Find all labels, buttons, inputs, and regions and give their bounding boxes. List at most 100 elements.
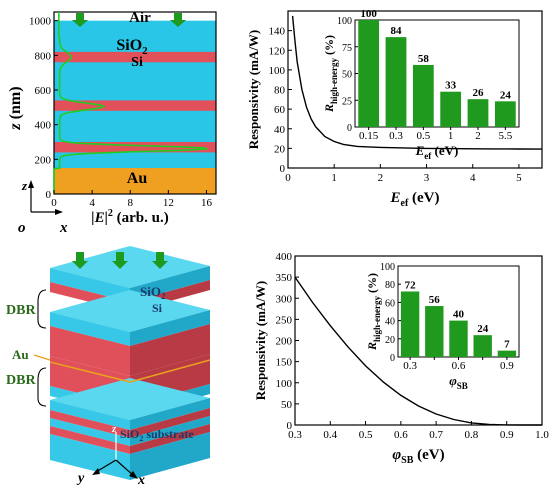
au-label: Au [127,170,148,187]
c2-inset-ytick-label-5: 100 [380,262,395,273]
c1-inset-ytick-label-1: 25 [342,96,352,107]
au-layer-label: Au [12,347,29,362]
c1-inset-ytick-label-4: 100 [337,16,352,27]
axis-z3d-label: z [111,423,117,435]
coord-axes-c: z y x [76,423,145,488]
c2-bar-label-4: 7 [504,339,510,351]
c1-ytick-label-7: 140 [269,26,286,38]
c1-bar-cat-2: 0.5 [416,130,430,142]
c1-bar-1 [385,37,407,128]
c-arrow-2 [156,252,164,261]
c1-inset-ylabel: Rhigh-energy (%) [322,35,339,113]
incident-arrow-0 [76,13,84,20]
c2-ytick-label-5: 250 [276,314,293,326]
bot-si-side [130,408,210,438]
dbr-top-bracket [37,289,47,329]
a-xtick-label-3: 12 [163,197,174,209]
si-layer-label: Si [152,301,163,315]
c2-inset-ytick-label-1: 20 [385,335,395,346]
panel-a-frame [53,11,217,195]
mid-si-side [130,324,210,376]
c1-bar-cat-1: 0.3 [389,130,403,142]
c1-ytick-label-0: 0 [280,163,286,175]
c1-inset-frame [354,19,520,128]
a-xtick-label-0: 0 [51,197,57,209]
a-ytick-label-2: 400 [35,120,52,132]
axis-x-label: x [59,220,68,236]
air-region [54,12,216,21]
c2-bar-label-1: 56 [429,294,441,306]
top-block-top [50,246,210,288]
incident-arrowhead-1 [170,20,186,27]
c-arrowhead-1 [112,261,128,269]
c2-bar-cat-4: 0.9 [500,360,514,372]
c2-inset-ylabel: Rhigh-energy (%) [365,273,382,351]
incident-arrow-1 [174,13,182,20]
air-label: Air [129,10,151,26]
c1-bar-3 [440,91,462,127]
c-arrowhead-2 [152,261,168,269]
c-arrow-0 [76,252,84,261]
c1-bar-label-0: 100 [360,8,377,20]
c2-inset-ytick-label-0: 0 [390,353,395,364]
bot-block-top [50,378,210,420]
bot-si2-front [50,426,130,454]
panel-a-ylabel: z (nm) [7,86,24,130]
axis-y3d-label: y [76,471,85,486]
c2-xlabel: φSB (eV) [392,447,444,466]
a-xtick-label-1: 4 [89,197,95,209]
responsivity-vs-phisb-chart: 0.3 0.4 0.5 0.6 0.7 0.8 0.9 1.00501001502002503… [253,251,549,466]
c2-inset-ytick-label-3: 60 [385,298,395,309]
a-ytick-label-4: 800 [35,50,52,62]
c1-inset-ytick-label-3: 75 [342,43,352,54]
c1-inset-ytick-label-0: 0 [347,123,352,134]
c1-bar-5 [494,101,516,127]
mid-sio2-front [50,312,130,346]
c1-ytick-label-4: 80 [274,85,286,97]
a-ytick-label-3: 600 [35,85,52,97]
c2-bar-1 [425,306,444,357]
c2-xtick-label-2: 0.5 [359,429,373,441]
c1-bar-label-2: 58 [418,53,430,65]
c2-ytick-label-8: 400 [276,251,293,263]
c1-series-line [291,15,543,150]
c2-xtick-label-5: 0.8 [465,429,479,441]
field-plot: 0 200 400 600 800 1000 0 4 8 12 16 [29,11,217,209]
c2-xtick-label-7: 1.0 [535,429,549,441]
c1-bar-label-3: 33 [445,80,457,92]
c1-xtick-label-4: 4 [470,172,476,184]
c1-inset-xlabel: Eef (eV) [415,143,459,161]
c2-ytick-label-0: 0 [287,420,293,432]
axis-o-label: o [18,220,26,236]
c1-bar-label-1: 84 [391,25,403,37]
c1-xtick-label-0: 0 [285,172,291,184]
panel-a-xlabel: |E|2 (arb. u.) [91,208,168,226]
au-line [49,359,211,383]
mid-si-front [50,326,130,376]
c1-xtick-label-3: 3 [424,172,430,184]
c2-bar-2 [449,320,468,357]
c1-ytick-label-2: 40 [274,124,286,136]
c2-series-line [294,276,542,426]
substrate-side [130,432,210,480]
c2-xtick-label-3: 0.6 [394,429,408,441]
dbr-bottom-label: DBR [6,373,36,388]
c1-xtick-label-2: 2 [378,172,384,184]
c2-ytick-label-2: 100 [276,378,293,390]
c1-xlabel: Eef (eV) [389,190,439,209]
c2-ytick-label-6: 300 [276,293,293,305]
c-arrowhead-0 [72,261,88,269]
bot-sio2b-front [50,418,130,446]
c1-bar-cat-4: 2 [475,130,481,142]
c1-ytick-label-1: 20 [274,143,286,155]
bot-sio2-side [130,398,210,430]
dbr-bottom-bracket [37,367,47,407]
c2-ytick-label-7: 350 [276,272,293,284]
c2-bar-3 [473,335,492,357]
c1-ylabel: Responsivity (mA/W) [246,30,261,150]
c2-ytick-label-1: 50 [281,399,293,411]
bot-si2-side [130,424,210,454]
field-intensity-curve [53,12,210,194]
c2-xtick-label-0: 0.3 [288,429,302,441]
